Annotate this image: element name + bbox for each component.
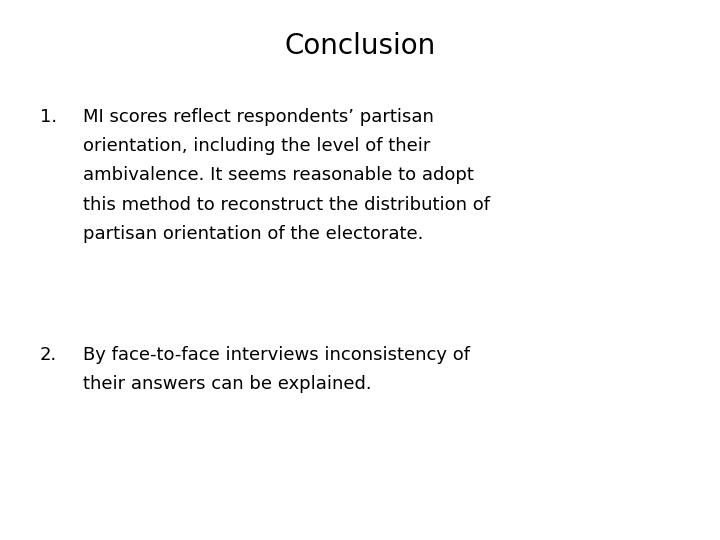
Text: 1.: 1. — [40, 108, 57, 126]
Text: MI scores reflect respondents’ partisan
orientation, including the level of thei: MI scores reflect respondents’ partisan … — [83, 108, 490, 243]
Text: 2.: 2. — [40, 346, 57, 363]
Text: By face-to-face interviews inconsistency of
their answers can be explained.: By face-to-face interviews inconsistency… — [83, 346, 470, 393]
Text: Conclusion: Conclusion — [284, 32, 436, 60]
